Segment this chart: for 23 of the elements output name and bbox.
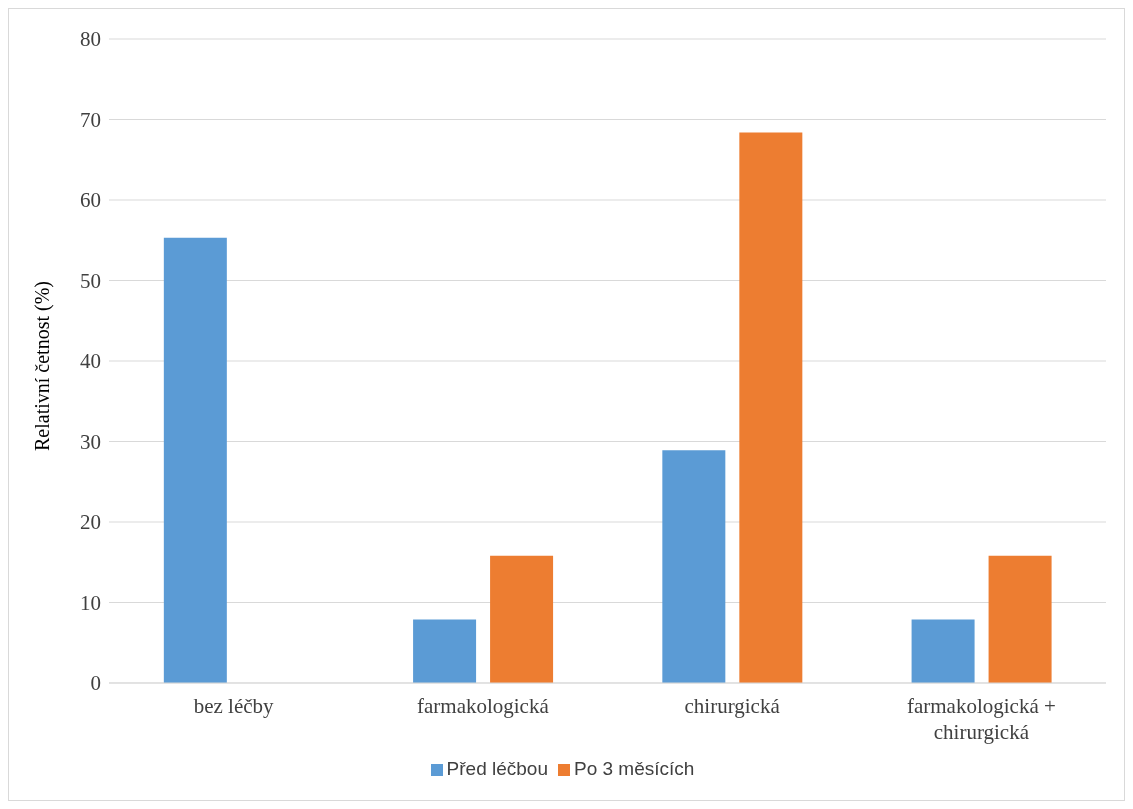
x-tick-label: chirurgická	[684, 694, 781, 718]
y-tick-label: 0	[90, 671, 101, 696]
y-tick-label: 30	[80, 429, 101, 454]
bar	[413, 619, 477, 683]
x-tick-label: bez léčby	[193, 694, 275, 718]
legend-label: Před léčbou	[446, 758, 548, 779]
y-tick-label: 60	[80, 188, 101, 213]
y-tick-label: 70	[80, 107, 101, 132]
x-tick-label: farmakologická + chirurgická	[906, 694, 1056, 744]
y-tick-label: 40	[80, 349, 101, 374]
y-tick-label: 50	[80, 268, 101, 293]
bar	[739, 132, 803, 683]
x-tick-label: farmakologická	[416, 694, 550, 718]
y-tick-label: 20	[80, 510, 101, 535]
y-axis-title: Relativní četnost (%)	[31, 281, 55, 451]
y-tick-label: 80	[80, 27, 101, 52]
legend-label: Po 3 měsících	[574, 758, 695, 779]
y-tick-label: 10	[80, 590, 101, 615]
bar	[911, 619, 975, 683]
bar	[988, 555, 1052, 683]
bar	[662, 450, 726, 683]
bar	[490, 555, 554, 683]
bar	[163, 237, 227, 683]
